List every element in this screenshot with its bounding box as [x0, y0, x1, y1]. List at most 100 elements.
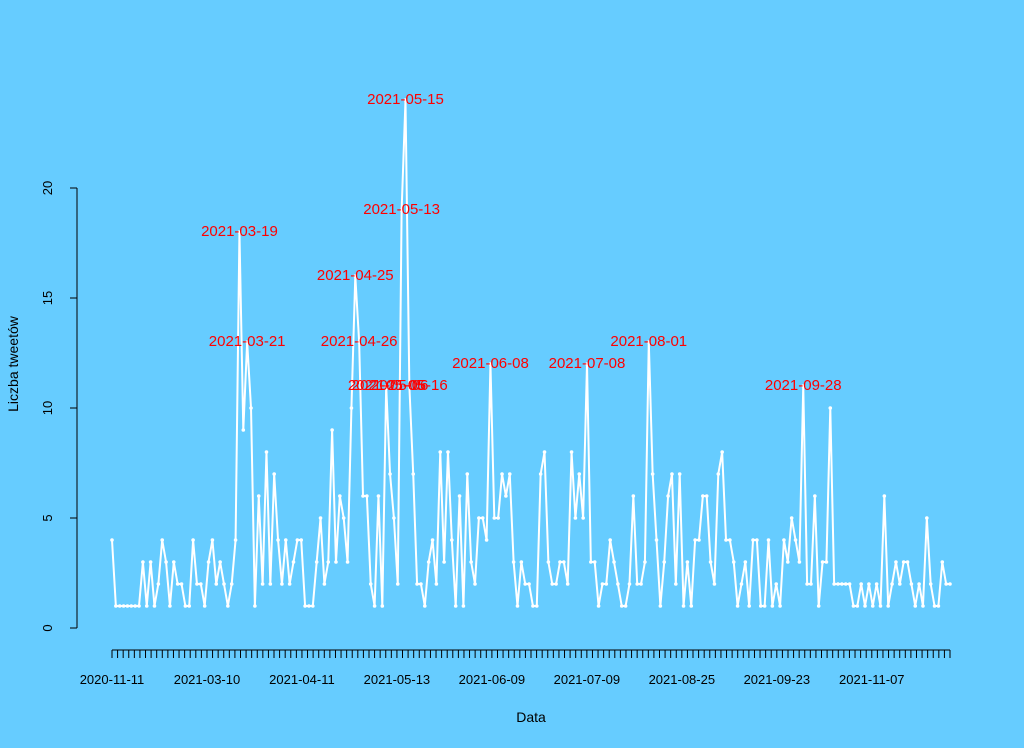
- data-point: [361, 494, 365, 498]
- data-point: [878, 604, 883, 608]
- data-point: [206, 560, 211, 564]
- data-point: [287, 582, 292, 586]
- data-point: [716, 472, 721, 476]
- data-point: [117, 604, 122, 608]
- data-point: [786, 560, 790, 564]
- x-tick-label: 2021-11-07: [839, 672, 905, 687]
- data-point: [469, 560, 473, 564]
- data-point: [901, 560, 906, 564]
- data-point: [766, 538, 771, 542]
- data-point: [241, 428, 246, 432]
- data-point: [334, 560, 338, 564]
- data-point: [805, 582, 809, 586]
- data-point: [894, 560, 898, 564]
- data-point: [546, 560, 551, 564]
- annotation-label: 2021-03-21: [209, 333, 286, 350]
- data-point: [565, 582, 570, 586]
- data-point: [921, 604, 925, 608]
- data-point: [461, 604, 466, 608]
- annotation-label: 2021-05-05: [348, 377, 425, 394]
- data-point: [121, 604, 126, 608]
- data-point: [338, 494, 342, 498]
- x-axis-title: Data: [516, 709, 546, 725]
- data-point: [708, 560, 713, 564]
- data-point: [423, 604, 427, 608]
- data-point: [152, 604, 157, 608]
- data-point: [295, 538, 300, 542]
- data-point: [697, 538, 701, 542]
- data-point: [280, 582, 284, 586]
- x-tick-label: 2021-08-25: [649, 672, 716, 687]
- data-point: [832, 582, 836, 586]
- data-point: [210, 538, 215, 542]
- data-point: [311, 604, 315, 608]
- x-tick-label: 2021-09-23: [744, 672, 811, 687]
- data-point: [778, 604, 782, 608]
- data-point: [488, 362, 493, 366]
- data-point: [330, 428, 334, 432]
- data-point: [616, 582, 620, 586]
- data-point: [527, 582, 531, 586]
- data-point: [168, 604, 172, 608]
- data-point: [233, 538, 238, 542]
- data-point: [589, 560, 593, 564]
- data-point: [291, 560, 296, 564]
- data-point: [523, 582, 528, 586]
- annotation-label: 2021-05-13: [363, 201, 440, 218]
- data-point: [272, 472, 276, 476]
- data-point: [755, 538, 759, 542]
- data-point: [585, 362, 589, 366]
- data-point: [897, 582, 902, 586]
- data-point: [141, 560, 145, 564]
- data-point: [627, 582, 632, 586]
- data-point: [770, 604, 775, 608]
- data-point: [507, 472, 512, 476]
- data-point: [504, 494, 508, 498]
- data-point: [793, 538, 798, 542]
- data-point: [160, 538, 165, 542]
- data-point: [685, 560, 690, 564]
- annotation-label: 2021-04-26: [321, 333, 398, 350]
- data-point: [129, 604, 134, 608]
- data-point: [542, 450, 547, 454]
- data-point: [430, 538, 435, 542]
- annotation-label: 2021-09-28: [765, 377, 842, 394]
- data-point: [932, 604, 937, 608]
- data-point: [419, 582, 423, 586]
- data-point: [453, 604, 458, 608]
- data-point: [905, 560, 910, 564]
- data-point: [137, 604, 141, 608]
- data-point: [612, 560, 616, 564]
- data-point: [349, 406, 354, 410]
- data-point: [774, 582, 779, 586]
- data-point: [940, 560, 945, 564]
- data-point: [187, 604, 192, 608]
- data-point: [477, 516, 481, 520]
- data-point: [202, 604, 207, 608]
- data-point: [843, 582, 848, 586]
- data-point: [195, 582, 199, 586]
- data-point: [762, 604, 767, 608]
- data-point: [357, 340, 361, 344]
- y-axis: 0 5 10 15 20: [40, 181, 78, 632]
- data-point: [870, 604, 875, 608]
- data-point: [144, 604, 149, 608]
- data-point: [886, 604, 891, 608]
- data-point: [701, 494, 705, 498]
- data-point: [867, 582, 871, 586]
- data-point: [531, 604, 535, 608]
- annotation-label: 2021-05-15: [367, 91, 444, 108]
- data-point: [260, 582, 265, 586]
- data-point: [550, 582, 555, 586]
- data-point: [674, 582, 678, 586]
- data-point: [809, 582, 813, 586]
- annotation-label: 2021-07-08: [549, 355, 626, 372]
- annotation-label: 2021-04-25: [317, 267, 394, 284]
- annotation-label: 2021-05-16: [371, 377, 448, 394]
- data-point: [218, 560, 222, 564]
- data-point: [739, 582, 744, 586]
- data-point: [125, 604, 130, 608]
- data-point: [534, 604, 539, 608]
- data-point: [600, 582, 605, 586]
